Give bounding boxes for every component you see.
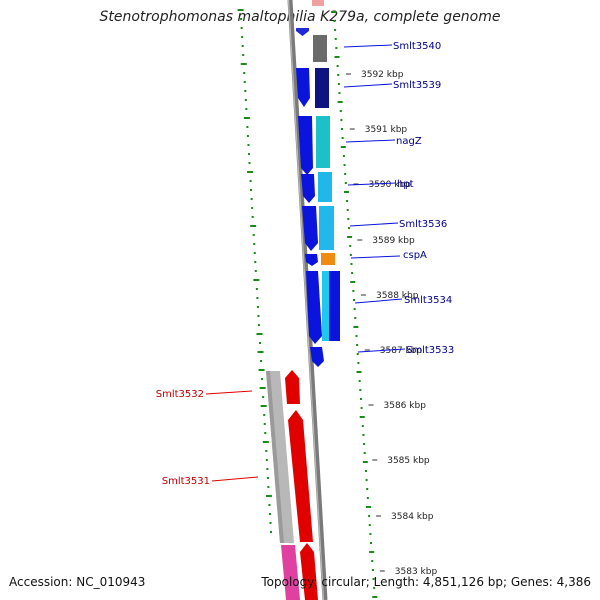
gene-arrow-smlt3534 xyxy=(306,271,322,344)
gene-arrow-cspA xyxy=(305,254,318,266)
kbp-tick-label: 3588 kbp xyxy=(376,291,419,301)
gene-label-smlt3536: Smlt3536 xyxy=(399,219,447,230)
gene-label-smlt3533: Smlt3533 xyxy=(406,345,454,356)
kbp-tick-label: 3584 kbp xyxy=(391,512,434,522)
gene-arrow-smlt3532 xyxy=(285,370,300,404)
kbp-tick-label: 3583 kbp xyxy=(395,567,438,577)
cog-block-top xyxy=(312,0,324,6)
gene-label-leader xyxy=(345,139,396,143)
cog-block-smlt3532-edge xyxy=(266,371,284,543)
gene-label-leader xyxy=(343,83,393,88)
reverse-cog-track xyxy=(266,371,300,600)
kbp-tick-label: 3591 kbp xyxy=(365,125,408,135)
genome-summary-text: Topology: circular; Length: 4,851,126 bp… xyxy=(261,575,591,589)
gene-label-smlt3532: Smlt3532 xyxy=(156,389,204,400)
kbp-tick-label: 3592 kbp xyxy=(361,70,404,80)
forward-strand-genes xyxy=(296,28,324,367)
gene-arrow-smlt3539 xyxy=(296,68,310,107)
reverse-strand-genes xyxy=(285,370,318,600)
cog-block-smlt3536 xyxy=(319,206,334,250)
gene-label-leader xyxy=(211,476,259,482)
cog-block-smlt3540 xyxy=(313,35,327,62)
kbp-tick-label: 3587 kbp xyxy=(380,346,423,356)
gene-arrow-bottom xyxy=(300,543,318,600)
cog-block-smlt3534-b xyxy=(329,271,340,341)
gene-arrow-smlt3536 xyxy=(302,206,318,251)
kbp-tick-label: 3589 kbp xyxy=(372,236,415,246)
gene-label-smlt3531: Smlt3531 xyxy=(162,476,210,487)
gene-label-leader xyxy=(205,390,253,395)
genome-backbone-highlight xyxy=(287,0,325,600)
cog-block-smlt3534-a xyxy=(322,271,330,341)
gene-labels: Smlt3540 Smlt3539 nagZ hpt Smlt3536 cspA Smlt3… xyxy=(156,41,455,487)
gene-arrow-hpt xyxy=(301,174,315,203)
gene-arrow-smlt3531 xyxy=(288,410,313,542)
gene-label-leader xyxy=(347,182,397,186)
map-title: Stenotrophomonas maltophilia K279a, comp… xyxy=(99,9,501,25)
gene-label-leader xyxy=(357,348,406,353)
gene-label-leader xyxy=(350,255,401,259)
forward-cog-track xyxy=(312,0,340,341)
kbp-tick-label: 3590 kbp xyxy=(368,180,411,190)
gene-label-smlt3534: Smlt3534 xyxy=(404,295,452,306)
gene-label-smlt3539: Smlt3539 xyxy=(393,80,441,91)
gene-arrow-smlt3533 xyxy=(310,347,324,367)
gene-label-hpt: hpt xyxy=(397,179,414,190)
gene-arrow-nagZ xyxy=(298,116,313,175)
gene-label-leader xyxy=(349,222,399,227)
cog-block-nagZ xyxy=(316,116,330,168)
cog-block-magenta xyxy=(281,545,300,600)
kbp-tick-label: 3585 kbp xyxy=(387,456,430,466)
gene-label-smlt3540: Smlt3540 xyxy=(393,41,441,52)
gene-label-cspa: cspA xyxy=(403,250,427,261)
cog-block-cspA xyxy=(321,253,335,265)
gene-label-leader xyxy=(354,298,403,304)
gene-label-nagz: nagZ xyxy=(396,136,422,147)
gc-skew-track xyxy=(237,9,378,598)
gene-label-leader xyxy=(343,44,393,48)
kbp-tick-label: 3586 kbp xyxy=(384,401,427,411)
kbp-ticks: 3592 kbp 3591 kbp 3590 kbp 3589 kbp 3588 kbp… xyxy=(346,70,437,577)
cog-block-hpt xyxy=(318,172,332,202)
accession-text: Accession: NC_010943 xyxy=(9,575,146,589)
gene-arrow-smlt3540 xyxy=(296,28,309,36)
cog-block-smlt3539 xyxy=(315,68,329,108)
